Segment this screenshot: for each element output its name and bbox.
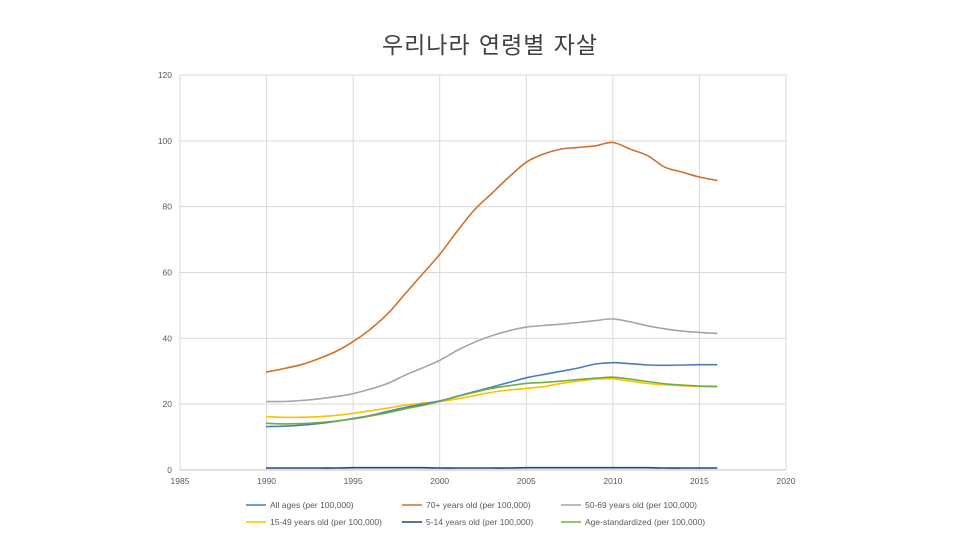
- legend-label: 50-69 years old (per 100,000): [585, 500, 697, 510]
- legend-label: 70+ years old (per 100,000): [426, 500, 531, 510]
- y-tick-label: 0: [167, 465, 172, 475]
- series-line-3: [265, 377, 718, 419]
- x-tick-label: 2010: [603, 476, 622, 486]
- tick-labels: 0 20 40 60 80 100 120 1985 1990 1995 2000 2005 2010 2…: [158, 70, 796, 486]
- y-tick-label: 120: [158, 70, 172, 80]
- series-line-5: [265, 376, 718, 425]
- series-line-2: [265, 318, 718, 403]
- series-line-1: [265, 141, 718, 373]
- legend-label: Age-standardized (per 100,000): [585, 517, 705, 527]
- x-tick-label: 2005: [517, 476, 536, 486]
- legend-label: 15-49 years old (per 100,000): [270, 517, 382, 527]
- series-lines: [265, 141, 718, 469]
- series-line-0: [265, 361, 718, 428]
- y-tick-label: 100: [158, 136, 172, 146]
- x-tick-label: 1995: [344, 476, 363, 486]
- chart-title: 우리나라 연령별 자살: [381, 33, 599, 59]
- y-tick-label: 60: [163, 268, 173, 278]
- x-tick-label: 2015: [690, 476, 709, 486]
- legend-label: 5-14 years old (per 100,000): [426, 517, 533, 527]
- gridlines: [179, 74, 787, 470]
- x-tick-label: 2020: [777, 476, 796, 486]
- legend: All ages (per 100,000) 70+ years old (per…: [246, 500, 705, 527]
- y-tick-label: 20: [163, 399, 173, 409]
- legend-label: All ages (per 100,000): [270, 500, 354, 510]
- x-tick-label: 1990: [257, 476, 276, 486]
- x-tick-label: 1985: [171, 476, 190, 486]
- x-tick-label: 2000: [430, 476, 449, 486]
- y-tick-label: 80: [163, 202, 173, 212]
- y-tick-label: 40: [163, 333, 173, 343]
